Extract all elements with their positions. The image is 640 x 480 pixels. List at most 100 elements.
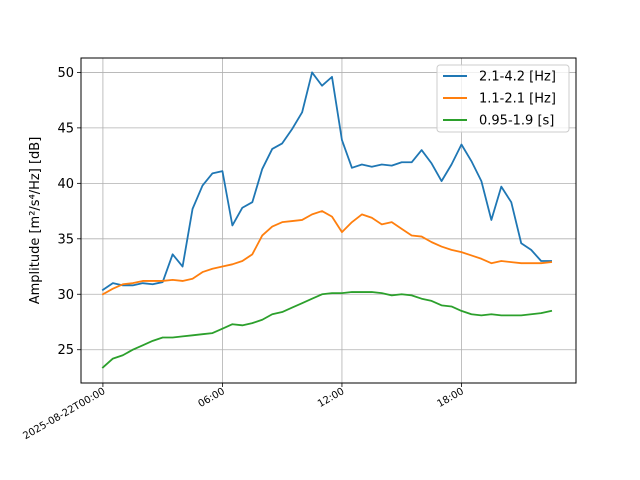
data-point [182, 336, 184, 338]
series-line [101, 71, 552, 292]
series-line [101, 291, 553, 369]
data-point [550, 261, 552, 263]
data-point [202, 271, 204, 273]
data-point [261, 168, 263, 170]
data-point [152, 283, 154, 285]
data-point [311, 213, 313, 215]
data-point [361, 291, 363, 293]
y-tick-label: 25 [57, 343, 74, 358]
data-point [291, 220, 293, 222]
data-point [351, 167, 353, 169]
data-point [281, 311, 283, 313]
data-point [122, 354, 124, 356]
legend-box [436, 64, 570, 133]
data-point [172, 253, 174, 255]
data-point [231, 225, 233, 227]
data-point [251, 322, 253, 324]
data-point [540, 312, 542, 314]
data-point [361, 164, 363, 166]
data-point [411, 294, 413, 296]
data-point [431, 300, 433, 302]
data-point [441, 180, 443, 182]
data-point [500, 314, 502, 316]
data-point [291, 128, 293, 130]
data-point [441, 246, 443, 248]
data-point [271, 226, 273, 228]
data-point [540, 262, 542, 264]
data-point [152, 340, 154, 342]
data-point [431, 241, 433, 243]
data-point [192, 278, 194, 280]
data-point [490, 313, 492, 315]
data-point [480, 180, 482, 182]
data-point [341, 139, 343, 141]
series-line [101, 210, 553, 296]
data-point [401, 161, 403, 163]
data-point [441, 304, 443, 306]
y-tick-label: 30 [57, 288, 74, 303]
data-point [341, 292, 343, 294]
y-tick-label: 35 [57, 232, 74, 247]
data-point [510, 201, 512, 203]
data-point [122, 283, 124, 285]
data-point [530, 313, 532, 315]
data-point [102, 293, 104, 295]
data-point [241, 324, 243, 326]
data-point [411, 235, 413, 237]
data-point [351, 221, 353, 223]
data-point [530, 249, 532, 251]
data-point [461, 251, 463, 253]
data-point [132, 282, 134, 284]
data-point [520, 314, 522, 316]
series-3 [101, 291, 553, 369]
data-point [530, 262, 532, 264]
data-point [102, 289, 104, 291]
data-point [142, 280, 144, 282]
data-point [391, 294, 393, 296]
data-point [112, 358, 114, 360]
data-point [351, 291, 353, 293]
data-point [172, 337, 174, 339]
data-point [192, 208, 194, 210]
data-point [391, 221, 393, 223]
data-point [311, 72, 313, 74]
data-point [112, 288, 114, 290]
data-point [461, 310, 463, 312]
data-point [182, 280, 184, 282]
data-point [132, 284, 134, 286]
data-point [162, 337, 164, 339]
data-point [202, 185, 204, 187]
y-tick-label: 45 [57, 121, 74, 136]
data-point [321, 210, 323, 212]
series-2 [101, 210, 553, 296]
data-point [241, 260, 243, 262]
data-point [142, 282, 144, 284]
data-point [451, 164, 453, 166]
data-point [331, 76, 333, 78]
data-point [301, 111, 303, 113]
data-point [182, 266, 184, 268]
data-point [421, 298, 423, 300]
data-point [451, 306, 453, 308]
data-point [222, 328, 224, 330]
data-point [301, 219, 303, 221]
data-point [371, 291, 373, 293]
data-point [401, 228, 403, 230]
legend-label: 0.95-1.9 [s] [479, 114, 554, 129]
data-point [212, 268, 214, 270]
data-point [152, 280, 154, 282]
data-point [172, 279, 174, 281]
data-point [212, 172, 214, 174]
data-point [291, 307, 293, 309]
data-point [421, 236, 423, 238]
data-point [271, 313, 273, 315]
data-point [500, 186, 502, 188]
y-tick-label: 40 [57, 177, 74, 192]
data-point [510, 261, 512, 263]
y-tick-label: 50 [57, 66, 74, 81]
data-point [212, 332, 214, 334]
data-point [500, 260, 502, 262]
data-point [391, 165, 393, 167]
data-point [381, 164, 383, 166]
data-point [480, 258, 482, 260]
